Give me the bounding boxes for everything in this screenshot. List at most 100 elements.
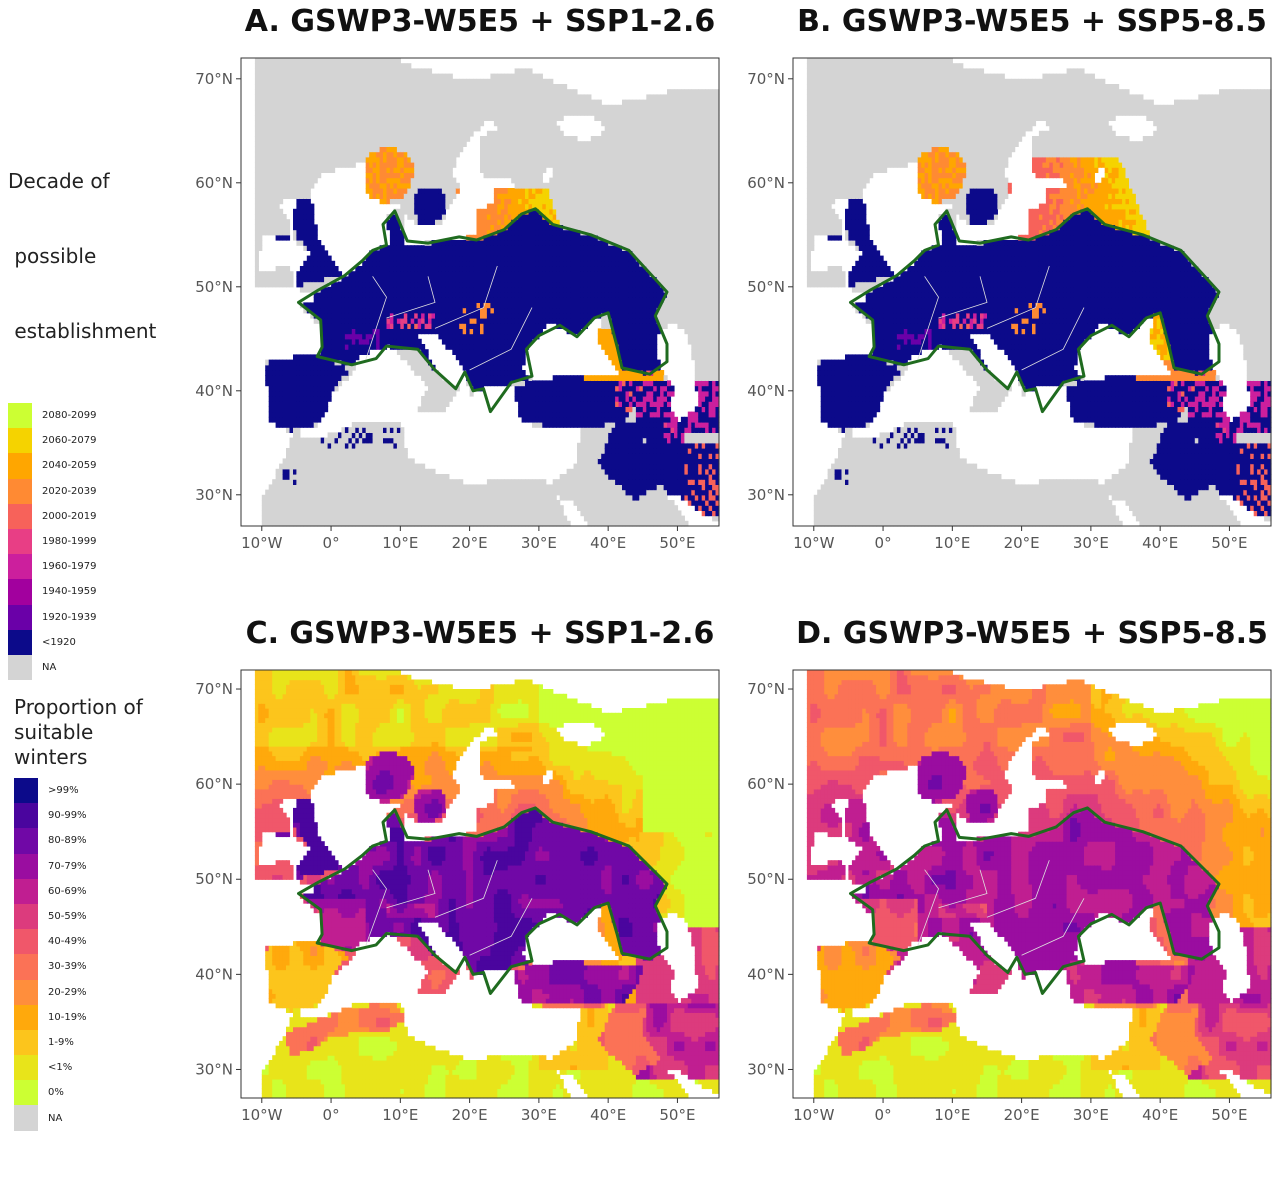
- legend-decade-entry: 2080-2099: [8, 403, 156, 428]
- legend-decade-swatch: [8, 554, 32, 579]
- lon-tick-label: 10°W: [241, 1106, 283, 1124]
- legend-proportion-label: 40-49%: [48, 936, 87, 947]
- legend-proportion-entry: 10-19%: [14, 1005, 143, 1030]
- legend-proportion-entry: 30-39%: [14, 954, 143, 979]
- legend-proportion-entry: 0%: [14, 1080, 143, 1105]
- legend-proportion-entry: NA: [14, 1105, 143, 1130]
- lat-tick-label: 60°N: [195, 775, 233, 793]
- legend-proportion-swatch: [14, 1005, 38, 1030]
- lon-tick-label: 10°E: [934, 534, 970, 552]
- legend-proportion: Proportion of suitable winters >99% 90-99…: [14, 695, 143, 1131]
- lon-tick-label: 30°E: [1073, 534, 1109, 552]
- legend-decade-swatch: [8, 630, 32, 655]
- legend-proportion-swatch: [14, 1105, 38, 1130]
- lon-tick-label: 0°: [323, 534, 340, 552]
- legend-proportion-label: 70-79%: [48, 861, 87, 872]
- legend-decade-swatch: [8, 605, 32, 630]
- panel-c-title: C. GSWP3-W5E5 + SSP1-2.6: [220, 616, 740, 651]
- legend-proportion-swatch: [14, 879, 38, 904]
- legend-proportion-label: 0%: [48, 1087, 64, 1098]
- lat-tick-label: 40°N: [747, 382, 785, 400]
- legend-decade-entry: NA: [8, 655, 156, 680]
- lon-tick-label: 0°: [323, 1106, 340, 1124]
- lat-tick-label: 60°N: [747, 775, 785, 793]
- legend-decade-label: 2040-2059: [42, 460, 97, 471]
- lat-tick-label: 70°N: [195, 680, 233, 698]
- legend-decade-title: Decade of possible establishment: [8, 119, 156, 394]
- lat-tick-label: 40°N: [195, 382, 233, 400]
- legend-proportion-swatch: [14, 803, 38, 828]
- legend-proportion-label: 80-89%: [48, 835, 87, 846]
- lon-tick-label: 10°W: [241, 534, 283, 552]
- lon-tick-label: 40°E: [1142, 1106, 1178, 1124]
- lon-tick-label: 50°E: [659, 1106, 695, 1124]
- legend-proportion-entry: >99%: [14, 778, 143, 803]
- legend-proportion-label: NA: [48, 1113, 62, 1124]
- legend-proportion-entry: 90-99%: [14, 803, 143, 828]
- legend-decade-label: <1920: [42, 637, 76, 648]
- legend-decade-label: 1980-1999: [42, 536, 97, 547]
- legend-proportion-label: 50-59%: [48, 911, 87, 922]
- legend-proportion-entry: 50-59%: [14, 904, 143, 929]
- legend-proportion-entry: 20-29%: [14, 980, 143, 1005]
- legend-proportion-swatch: [14, 954, 38, 979]
- lon-tick-label: 10°W: [793, 534, 835, 552]
- legend-decade-label: 2060-2079: [42, 435, 97, 446]
- lon-tick-label: 30°E: [521, 534, 557, 552]
- legend-decade-swatch: [8, 403, 32, 428]
- lat-tick-label: 30°N: [195, 486, 233, 504]
- legend-decade-entry: 1920-1939: [8, 605, 156, 630]
- lon-tick-label: 10°E: [382, 1106, 418, 1124]
- lon-tick-label: 20°E: [1004, 1106, 1040, 1124]
- legend-decade-entry: 2020-2039: [8, 479, 156, 504]
- legend-decade-entry: 2000-2019: [8, 504, 156, 529]
- legend-proportion-swatch: [14, 1080, 38, 1105]
- lat-tick-label: 70°N: [747, 680, 785, 698]
- lon-tick-label: 30°E: [521, 1106, 557, 1124]
- legend-proportion-entry: <1%: [14, 1055, 143, 1080]
- legend-proportion-entry: 60-69%: [14, 879, 143, 904]
- lon-tick-label: 10°E: [382, 534, 418, 552]
- legend-decade-label: 2020-2039: [42, 486, 97, 497]
- legend-decade-label: 1920-1939: [42, 612, 97, 623]
- lat-tick-label: 50°N: [747, 278, 785, 296]
- lon-tick-label: 40°E: [1142, 534, 1178, 552]
- legend-decade-entry: 1980-1999: [8, 529, 156, 554]
- lon-tick-label: 50°E: [659, 534, 695, 552]
- lon-tick-label: 20°E: [452, 534, 488, 552]
- lon-tick-label: 50°E: [1211, 534, 1247, 552]
- legend-decade-entry: 2060-2079: [8, 428, 156, 453]
- legend-proportion-label: 30-39%: [48, 961, 87, 972]
- legend-decade-entry: 2040-2059: [8, 453, 156, 478]
- legend-proportion-swatch: [14, 1055, 38, 1080]
- lat-tick-label: 40°N: [747, 965, 785, 983]
- legend-proportion-title: Proportion of suitable winters: [14, 695, 143, 770]
- legend-decade-swatch: [8, 479, 32, 504]
- lon-tick-label: 0°: [875, 1106, 892, 1124]
- lat-tick-label: 60°N: [747, 174, 785, 192]
- legend-decade-swatch: [8, 453, 32, 478]
- legend-proportion-swatch: [14, 778, 38, 803]
- legend-proportion-entry: 40-49%: [14, 929, 143, 954]
- lon-tick-label: 50°E: [1211, 1106, 1247, 1124]
- legend-decade-label: 2000-2019: [42, 511, 97, 522]
- legend-decade-swatch: [8, 529, 32, 554]
- legend-proportion-entry: 80-89%: [14, 828, 143, 853]
- legend-decade-entry: 1940-1959: [8, 579, 156, 604]
- legend-decade-entry: 1960-1979: [8, 554, 156, 579]
- lat-tick-label: 30°N: [747, 486, 785, 504]
- legend-decade: Decade of possible establishment 2080-20…: [8, 119, 156, 680]
- legend-proportion-label: >99%: [48, 785, 79, 796]
- legend-decade-swatch: [8, 655, 32, 680]
- lon-tick-label: 20°E: [1004, 534, 1040, 552]
- lat-tick-label: 70°N: [747, 70, 785, 88]
- legend-proportion-label: <1%: [48, 1062, 72, 1073]
- lat-tick-label: 40°N: [195, 965, 233, 983]
- lon-tick-label: 20°E: [452, 1106, 488, 1124]
- legend-proportion-swatch: [14, 854, 38, 879]
- lon-tick-label: 40°E: [590, 1106, 626, 1124]
